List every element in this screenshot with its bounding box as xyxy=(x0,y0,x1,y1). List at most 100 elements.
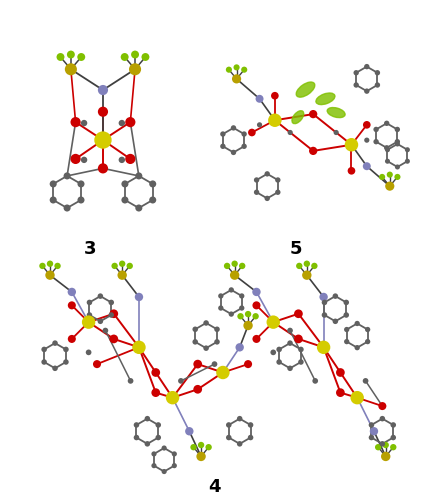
Circle shape xyxy=(135,204,142,212)
Circle shape xyxy=(237,313,244,320)
Circle shape xyxy=(344,327,349,332)
Circle shape xyxy=(109,312,114,318)
Text: 5: 5 xyxy=(290,240,302,258)
Circle shape xyxy=(98,106,108,117)
Circle shape xyxy=(373,139,379,144)
Circle shape xyxy=(230,270,239,280)
Circle shape xyxy=(47,260,53,267)
Circle shape xyxy=(287,340,293,346)
Circle shape xyxy=(203,320,209,326)
Circle shape xyxy=(275,190,281,195)
Circle shape xyxy=(205,444,212,450)
Circle shape xyxy=(220,132,226,136)
Circle shape xyxy=(145,416,150,422)
Circle shape xyxy=(149,180,156,188)
Circle shape xyxy=(363,378,369,384)
Circle shape xyxy=(354,345,360,350)
Circle shape xyxy=(332,318,338,324)
Circle shape xyxy=(127,262,133,269)
Circle shape xyxy=(266,316,280,329)
Circle shape xyxy=(50,196,57,203)
Circle shape xyxy=(265,196,270,201)
Circle shape xyxy=(231,150,236,155)
Circle shape xyxy=(63,359,69,365)
Circle shape xyxy=(242,132,247,136)
Circle shape xyxy=(317,340,330,354)
Circle shape xyxy=(220,144,226,149)
Circle shape xyxy=(237,416,242,422)
Circle shape xyxy=(375,82,380,87)
Circle shape xyxy=(81,120,87,126)
Circle shape xyxy=(121,196,128,203)
Circle shape xyxy=(52,340,58,346)
Circle shape xyxy=(135,172,142,180)
Circle shape xyxy=(78,196,85,203)
Circle shape xyxy=(214,339,220,344)
Circle shape xyxy=(334,130,339,135)
Circle shape xyxy=(125,154,136,164)
Circle shape xyxy=(41,359,47,365)
Text: 4: 4 xyxy=(208,478,221,496)
Circle shape xyxy=(87,312,92,318)
Circle shape xyxy=(239,262,245,269)
Circle shape xyxy=(232,74,241,84)
Circle shape xyxy=(275,178,281,182)
Circle shape xyxy=(375,70,380,75)
Circle shape xyxy=(364,138,369,143)
Circle shape xyxy=(112,262,118,269)
Circle shape xyxy=(302,270,311,280)
Circle shape xyxy=(178,378,184,384)
Circle shape xyxy=(57,53,64,61)
Circle shape xyxy=(231,125,236,130)
Circle shape xyxy=(166,391,179,404)
Circle shape xyxy=(68,288,76,296)
Circle shape xyxy=(97,294,103,299)
Circle shape xyxy=(86,350,91,355)
Circle shape xyxy=(52,366,58,371)
Circle shape xyxy=(172,463,177,468)
Circle shape xyxy=(287,366,293,371)
Circle shape xyxy=(344,312,349,318)
Circle shape xyxy=(67,50,75,58)
Circle shape xyxy=(298,359,304,365)
Circle shape xyxy=(65,63,77,76)
Circle shape xyxy=(252,313,259,320)
Circle shape xyxy=(252,288,261,296)
Text: 3: 3 xyxy=(84,240,97,258)
Ellipse shape xyxy=(292,110,304,124)
Circle shape xyxy=(252,335,260,343)
Circle shape xyxy=(312,378,318,384)
Circle shape xyxy=(172,452,177,456)
Ellipse shape xyxy=(296,82,315,97)
Ellipse shape xyxy=(316,93,335,104)
Circle shape xyxy=(353,82,359,87)
Circle shape xyxy=(109,334,118,344)
Circle shape xyxy=(375,444,381,450)
Circle shape xyxy=(237,441,242,446)
Circle shape xyxy=(232,260,238,267)
Circle shape xyxy=(385,147,390,152)
Circle shape xyxy=(248,435,254,440)
Circle shape xyxy=(226,435,232,440)
Circle shape xyxy=(364,64,369,70)
Circle shape xyxy=(162,469,167,474)
Circle shape xyxy=(198,442,204,448)
Circle shape xyxy=(353,70,359,75)
Circle shape xyxy=(296,262,302,269)
Circle shape xyxy=(369,422,374,428)
Circle shape xyxy=(405,147,410,152)
Circle shape xyxy=(211,362,218,367)
Circle shape xyxy=(119,260,125,267)
Circle shape xyxy=(134,422,139,428)
Circle shape xyxy=(309,146,317,155)
Circle shape xyxy=(287,328,293,334)
Circle shape xyxy=(395,142,400,146)
Circle shape xyxy=(395,139,400,144)
Circle shape xyxy=(229,288,234,292)
Circle shape xyxy=(142,53,149,61)
Circle shape xyxy=(128,378,133,384)
Circle shape xyxy=(298,346,304,352)
Circle shape xyxy=(322,300,327,305)
Circle shape xyxy=(395,164,400,170)
Circle shape xyxy=(193,326,198,332)
